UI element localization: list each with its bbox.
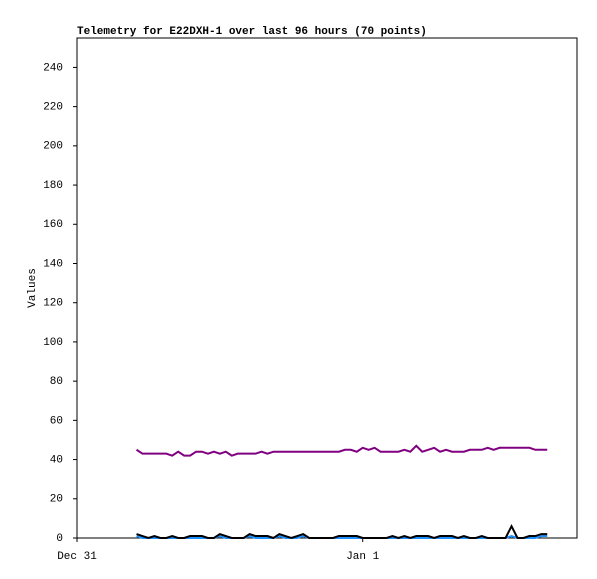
y-tick-label: 220 [43,102,63,114]
y-tick-label: 0 [56,533,63,545]
y-tick-label: 140 [43,258,63,270]
y-tick-label: 240 [43,62,63,74]
x-tick-label: Jan 1 [346,551,379,563]
y-tick-label: 40 [50,454,63,466]
y-tick-label: 180 [43,180,63,192]
y-tick-label: 60 [50,415,63,427]
series-line [135,444,548,457]
y-tick-label: 120 [43,298,63,310]
y-tick-label: 20 [50,494,63,506]
y-axis-label: Values [27,268,39,308]
x-tick-label: Dec 31 [57,551,97,563]
chart-title: Telemetry for E22DXH-1 over last 96 hour… [77,26,427,38]
y-tick-label: 80 [50,376,63,388]
series-line [136,524,548,540]
y-tick-label: 200 [43,141,63,153]
plot-frame [76,37,578,539]
y-tick-label: 100 [43,337,63,349]
y-tick-label: 160 [43,219,63,231]
